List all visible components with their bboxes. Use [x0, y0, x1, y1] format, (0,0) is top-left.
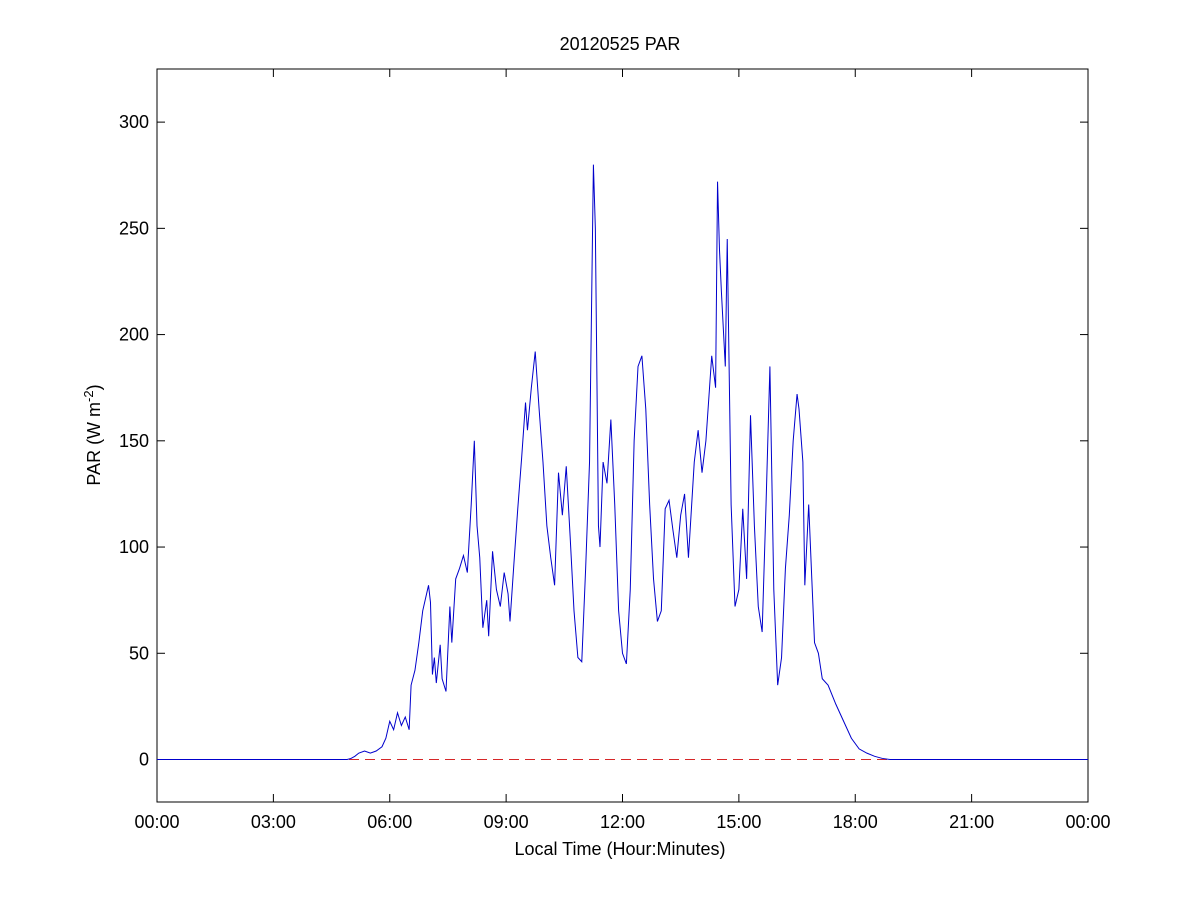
- x-tick-label: 12:00: [600, 812, 645, 832]
- y-axis-label: PAR (W m-2): [81, 384, 104, 485]
- y-tick-label: 50: [129, 643, 149, 663]
- x-tick-label: 00:00: [1065, 812, 1110, 832]
- x-tick-label: 15:00: [716, 812, 761, 832]
- y-axis-ticks: 0 50 100 150 200 250 300: [119, 112, 1088, 770]
- y-axis-label-superscript: -2: [81, 390, 96, 402]
- x-tick-label: 00:00: [134, 812, 179, 832]
- y-tick-label: 0: [139, 750, 149, 770]
- y-axis-label-close: ): [84, 384, 104, 390]
- x-tick-label: 03:00: [251, 812, 296, 832]
- x-axis-label: Local Time (Hour:Minutes): [514, 839, 725, 859]
- y-axis-label-main: PAR (W m: [84, 402, 104, 486]
- x-tick-label: 06:00: [367, 812, 412, 832]
- x-tick-label: 09:00: [484, 812, 529, 832]
- y-tick-label: 150: [119, 431, 149, 451]
- x-axis-ticks: 00:00 03:00 06:00 09:00 12:00 15:00 18:00 21:00…: [134, 69, 1111, 832]
- y-tick-label: 300: [119, 112, 149, 132]
- plot-area-frame: [156, 68, 1089, 803]
- y-tick-label: 200: [119, 325, 149, 345]
- y-tick-label: 250: [119, 218, 149, 238]
- par-series-line: [157, 164, 1088, 761]
- y-tick-label: 100: [119, 537, 149, 557]
- chart-title: 20120525 PAR: [560, 34, 681, 54]
- x-tick-label: 18:00: [833, 812, 878, 832]
- x-tick-label: 21:00: [949, 812, 994, 832]
